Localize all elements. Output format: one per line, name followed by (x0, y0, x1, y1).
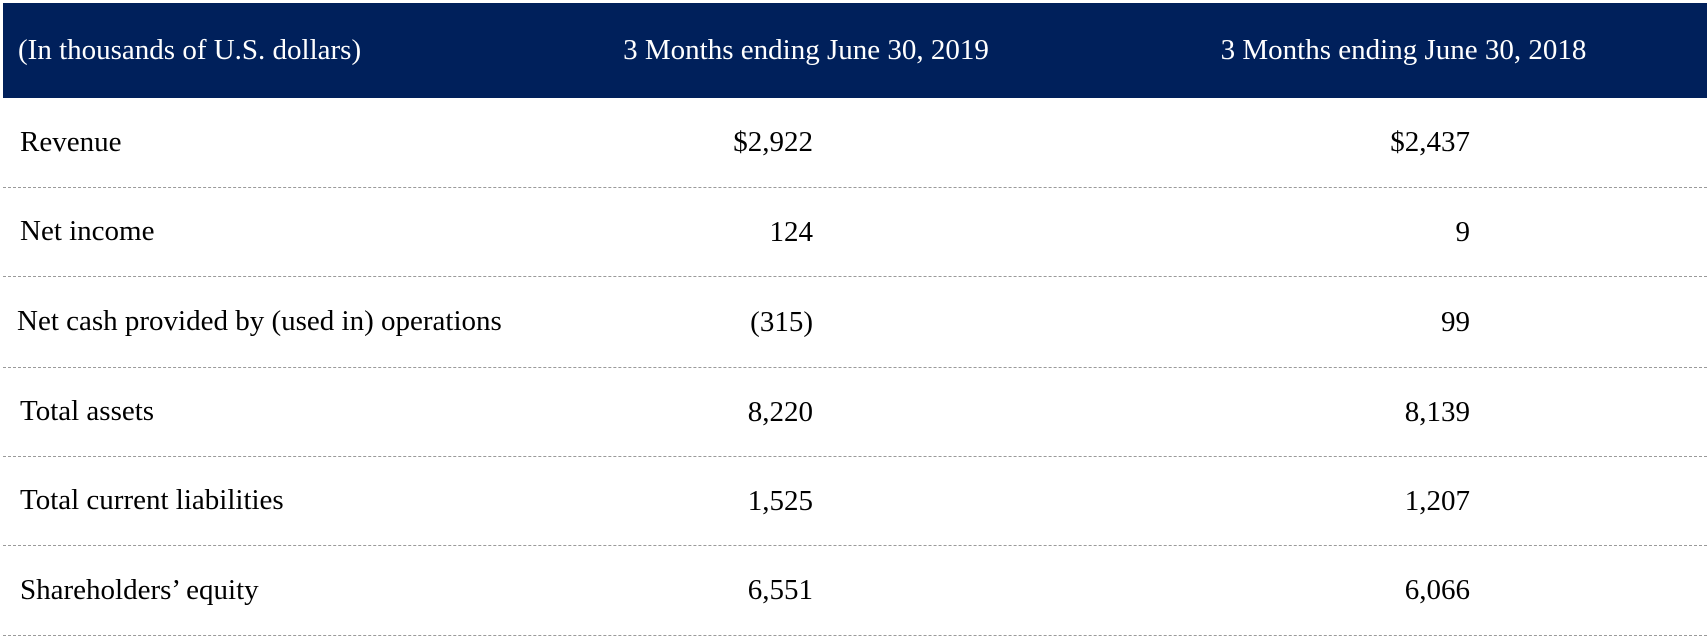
row-label: Total current liabilities (20, 484, 284, 517)
table-row: Revenue $2,922 $2,437 (3, 98, 1707, 188)
row-label: Revenue (20, 125, 122, 158)
value-2018: 1,207 (1404, 484, 1470, 517)
financial-summary-table: (In thousands of U.S. dollars) 3 Months … (3, 3, 1707, 636)
table-header: (In thousands of U.S. dollars) 3 Months … (3, 3, 1707, 98)
value-2019: (315) (750, 305, 813, 338)
row-label: Net income (20, 215, 155, 248)
table-row: Net income 124 9 (3, 188, 1707, 277)
header-2019: 3 Months ending June 30, 2019 (623, 34, 989, 66)
value-2019: 6,551 (747, 574, 813, 606)
row-label: Net cash provided by (used in) operation… (17, 305, 502, 338)
table-row: Total assets 8,220 8,139 (3, 368, 1707, 457)
table-row: Shareholders’ equity 6,551 6,066 (3, 546, 1707, 636)
value-2018: 9 (1455, 215, 1471, 248)
table-row: Total current liabilities 1,525 1,207 (3, 457, 1707, 546)
header-units-label: (In thousands of U.S. dollars) (18, 33, 362, 66)
table-row: Net cash provided by (used in) operation… (3, 277, 1707, 368)
value-2018: $2,437 (1390, 126, 1470, 158)
value-2018: 6,066 (1404, 574, 1470, 606)
value-2018: 99 (1441, 305, 1470, 338)
row-label: Total assets (20, 395, 155, 428)
header-2018: 3 Months ending June 30, 2018 (1220, 34, 1587, 66)
value-2019: 8,220 (747, 395, 813, 428)
value-2019: 1,525 (747, 484, 813, 517)
value-2019: $2,922 (733, 126, 813, 158)
row-label: Shareholders’ equity (20, 573, 259, 606)
value-2018: 8,139 (1404, 395, 1470, 428)
value-2019: 124 (769, 215, 814, 248)
